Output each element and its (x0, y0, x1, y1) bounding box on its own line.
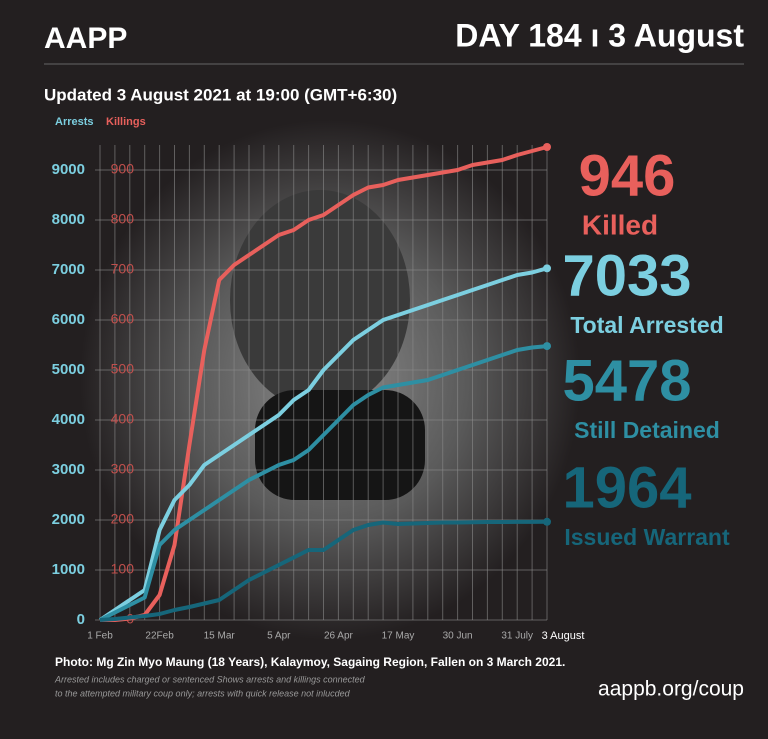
x-tick-label: 5 Apr (267, 631, 291, 642)
y-tick-label: 1000 (52, 561, 85, 578)
callout-label: Total Arrested (570, 312, 723, 338)
y2-tick-label: 400 (111, 411, 135, 427)
y2-tick-label: 900 (111, 161, 135, 177)
y2-tick-label: 600 (111, 311, 135, 327)
y-tick-label: 8000 (52, 211, 85, 228)
x-tick-label: 26 Apr (324, 631, 354, 642)
y-axis-label: Arrests (55, 116, 94, 128)
end-point (543, 342, 551, 351)
y-tick-label: 0 (77, 611, 85, 628)
y-tick-label: 9000 (52, 161, 85, 178)
photo-face (230, 190, 410, 410)
callout-number: 946 (579, 143, 676, 208)
y2-tick-label: 300 (111, 461, 135, 477)
series-line (100, 145, 548, 622)
end-point (543, 517, 551, 526)
updated: Updated 3 August 2021 at 19:00 (GMT+6:30… (44, 85, 397, 104)
y-tick-label: 5000 (52, 361, 85, 378)
y-tick-label: 3000 (52, 461, 85, 478)
callout-number: 1964 (562, 455, 691, 520)
footnote: to the attempted military coup only; arr… (55, 688, 351, 698)
y-tick-label: 4000 (52, 411, 85, 428)
y2-tick-label: 100 (111, 561, 135, 577)
x-tick-label: 1 Feb (87, 631, 113, 642)
y-tick-label: 6000 (52, 311, 85, 328)
y-tick-label: 7000 (52, 261, 85, 278)
url: aappb.org/coup (598, 678, 744, 701)
callout-label: Killed (582, 209, 658, 240)
y2-tick-label: 700 (111, 261, 135, 277)
y2-tick-label: 200 (111, 511, 135, 527)
x-tick-label: 22Feb (145, 631, 174, 642)
footnote: Arrested includes charged or sentenced S… (54, 674, 366, 684)
photo-caption: Photo: Mg Zin Myo Maung (18 Years), Kala… (55, 655, 565, 669)
end-point (543, 264, 551, 273)
callout-number: 5478 (562, 348, 691, 413)
y2-tick-label: 500 (111, 361, 135, 377)
series-line (99, 344, 548, 622)
y2-tick-label: 800 (111, 211, 135, 227)
series-line (99, 519, 548, 622)
x-tick-label: 3 August (542, 630, 585, 642)
x-tick-label: 31 July (501, 631, 533, 642)
photo-mask (255, 390, 425, 500)
callout-label: Issued Warrant (564, 524, 730, 550)
x-tick-label: 30 Jun (443, 631, 473, 642)
y2-axis-label: Killings (106, 116, 146, 128)
y-tick-label: 2000 (52, 511, 85, 528)
brand: AAPP (44, 22, 127, 55)
x-tick-label: 15 Mar (204, 631, 236, 642)
callout-number: 7033 (562, 243, 691, 308)
x-tick-label: 17 May (382, 631, 415, 642)
end-point (543, 143, 551, 151)
day-title: DAY 184 ı 3 August (455, 17, 744, 53)
callout-label: Still Detained (574, 417, 720, 443)
series-line (98, 266, 548, 622)
